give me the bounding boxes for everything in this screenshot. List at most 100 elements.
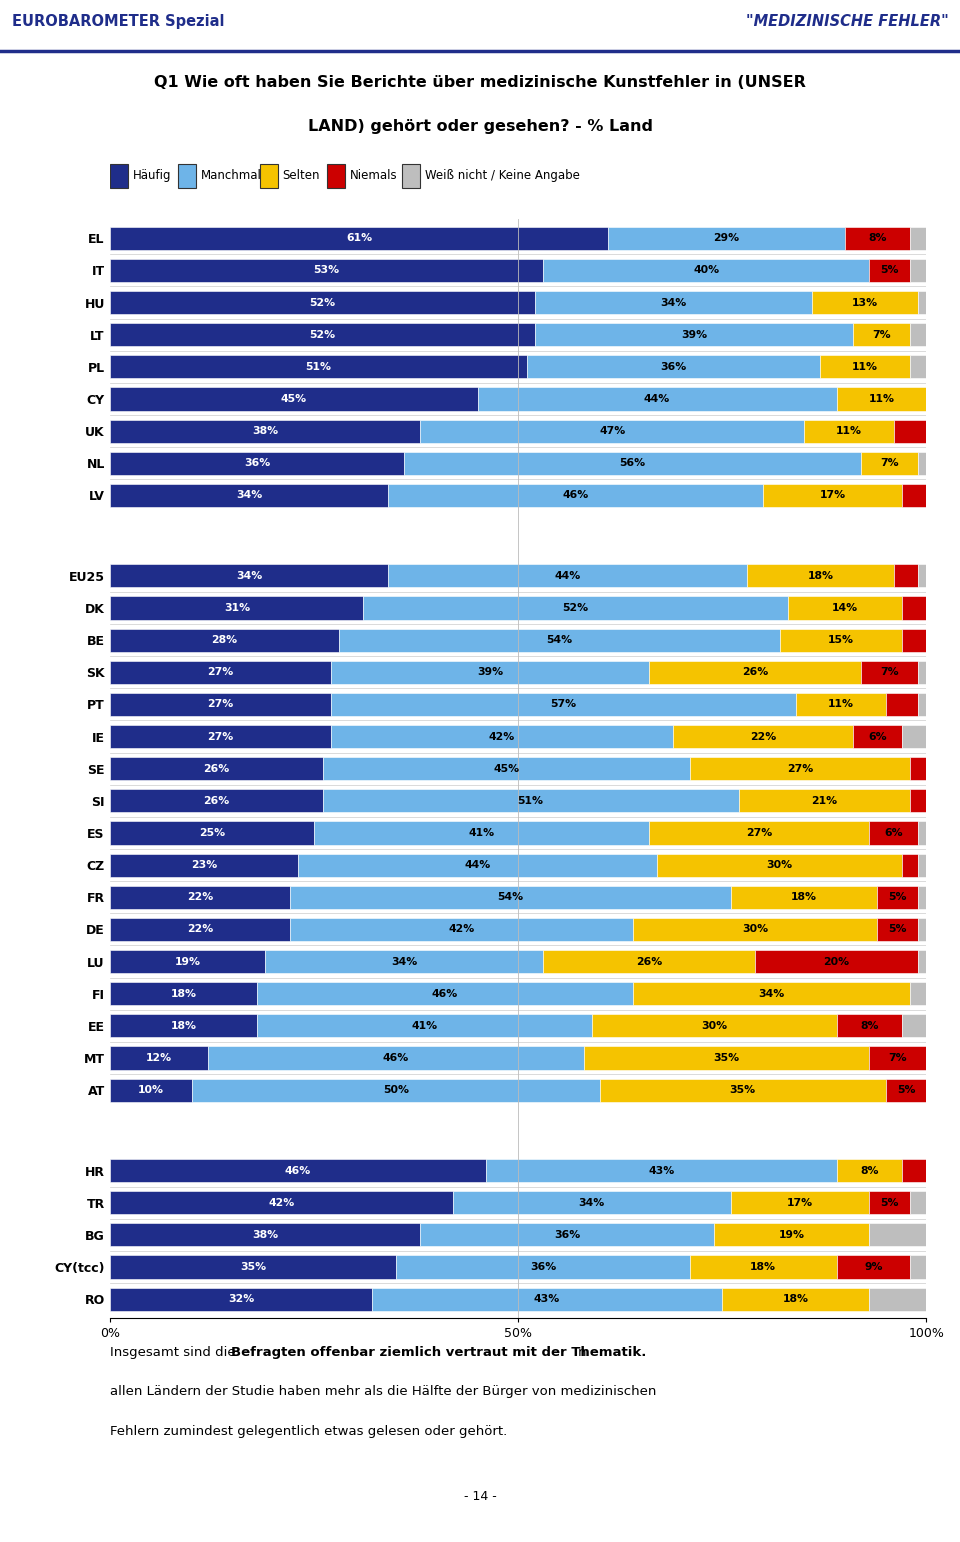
Bar	[110, 725, 330, 748]
Bar	[861, 660, 918, 683]
Bar	[649, 822, 870, 845]
Bar	[420, 419, 804, 443]
Text: 26%: 26%	[636, 956, 662, 967]
Text: 39%: 39%	[681, 330, 707, 339]
Bar	[257, 982, 633, 1005]
Text: 32%: 32%	[228, 1294, 254, 1305]
Bar	[110, 355, 527, 378]
Bar	[110, 419, 420, 443]
Bar	[323, 757, 689, 780]
Text: 26%: 26%	[204, 796, 229, 806]
Bar	[110, 1015, 257, 1038]
Bar	[600, 1078, 885, 1101]
Bar	[299, 854, 658, 877]
Bar	[714, 1223, 870, 1246]
Text: 11%: 11%	[828, 700, 853, 709]
Text: 14%: 14%	[831, 603, 858, 614]
Text: 6%: 6%	[868, 731, 887, 742]
Text: 30%: 30%	[701, 1021, 728, 1032]
Bar	[673, 725, 852, 748]
Text: 54%: 54%	[497, 893, 523, 902]
Bar	[796, 692, 885, 715]
Text: Fehlern zumindest gelegentlich etwas gelesen oder gehört.: Fehlern zumindest gelegentlich etwas gel…	[110, 1425, 508, 1437]
Bar	[330, 725, 674, 748]
Bar	[885, 692, 918, 715]
Text: Häufig: Häufig	[133, 170, 172, 182]
Text: 23%: 23%	[191, 860, 217, 870]
Bar	[870, 1288, 926, 1311]
Bar	[747, 564, 894, 588]
Bar	[609, 227, 845, 250]
Bar	[265, 950, 543, 973]
Bar	[820, 355, 910, 378]
Bar	[110, 564, 388, 588]
Bar	[110, 982, 257, 1005]
Text: 19%: 19%	[779, 1231, 804, 1240]
Text: 9%: 9%	[864, 1261, 882, 1272]
Bar	[110, 259, 543, 282]
Text: Q1 Wie oft haben Sie Berichte über medizinische Kunstfehler in (UNSER: Q1 Wie oft haben Sie Berichte über mediz…	[154, 74, 806, 89]
Bar	[870, 822, 918, 845]
Text: 51%: 51%	[517, 796, 543, 806]
Text: In: In	[570, 1346, 587, 1359]
Bar	[812, 291, 918, 315]
Text: 7%: 7%	[880, 668, 899, 677]
Text: allen Ländern der Studie haben mehr als die Hälfte der Bürger von medizinischen: allen Ländern der Studie haben mehr als …	[110, 1385, 657, 1399]
Bar	[110, 1190, 453, 1214]
Bar	[877, 917, 918, 941]
Bar	[110, 757, 323, 780]
Bar	[290, 885, 731, 908]
Bar	[633, 917, 877, 941]
Bar	[910, 982, 926, 1005]
Text: 57%: 57%	[550, 700, 576, 709]
Bar	[853, 324, 910, 347]
Text: 20%: 20%	[824, 956, 850, 967]
Bar	[110, 885, 290, 908]
Bar	[110, 452, 404, 475]
Text: 36%: 36%	[244, 458, 271, 469]
Text: 36%: 36%	[660, 362, 686, 372]
Text: 18%: 18%	[171, 1021, 197, 1032]
Text: 19%: 19%	[175, 956, 201, 967]
Text: 18%: 18%	[807, 571, 833, 581]
Bar	[894, 419, 926, 443]
Bar	[453, 1190, 731, 1214]
Bar	[861, 452, 918, 475]
Text: 44%: 44%	[644, 395, 670, 404]
Text: 34%: 34%	[391, 956, 418, 967]
Text: 34%: 34%	[236, 571, 262, 581]
Bar	[918, 692, 926, 715]
Bar	[110, 1078, 192, 1101]
Text: 11%: 11%	[836, 426, 862, 436]
Text: 5%: 5%	[889, 893, 907, 902]
Text: 51%: 51%	[305, 362, 331, 372]
Bar	[527, 355, 820, 378]
Bar	[339, 629, 780, 652]
Text: 7%: 7%	[873, 330, 891, 339]
Bar	[894, 564, 918, 588]
Text: 50%: 50%	[383, 1086, 409, 1095]
Text: 46%: 46%	[563, 490, 588, 501]
Text: 10%: 10%	[138, 1086, 164, 1095]
Text: 27%: 27%	[787, 763, 813, 774]
Bar	[918, 854, 926, 877]
Bar	[731, 1190, 870, 1214]
Bar	[396, 1255, 689, 1278]
Bar	[910, 1255, 926, 1278]
Bar	[901, 1160, 926, 1183]
Bar	[543, 950, 755, 973]
Text: 11%: 11%	[869, 395, 895, 404]
Bar	[910, 790, 926, 813]
Text: 27%: 27%	[207, 668, 233, 677]
Text: 35%: 35%	[240, 1261, 266, 1272]
Text: 8%: 8%	[860, 1166, 878, 1175]
Text: 31%: 31%	[224, 603, 250, 614]
Text: 46%: 46%	[432, 988, 458, 999]
Bar	[836, 1255, 910, 1278]
Bar	[910, 324, 926, 347]
Bar	[918, 564, 926, 588]
Bar	[910, 227, 926, 250]
Text: 26%: 26%	[742, 668, 768, 677]
Bar	[323, 790, 739, 813]
Text: 11%: 11%	[852, 362, 878, 372]
